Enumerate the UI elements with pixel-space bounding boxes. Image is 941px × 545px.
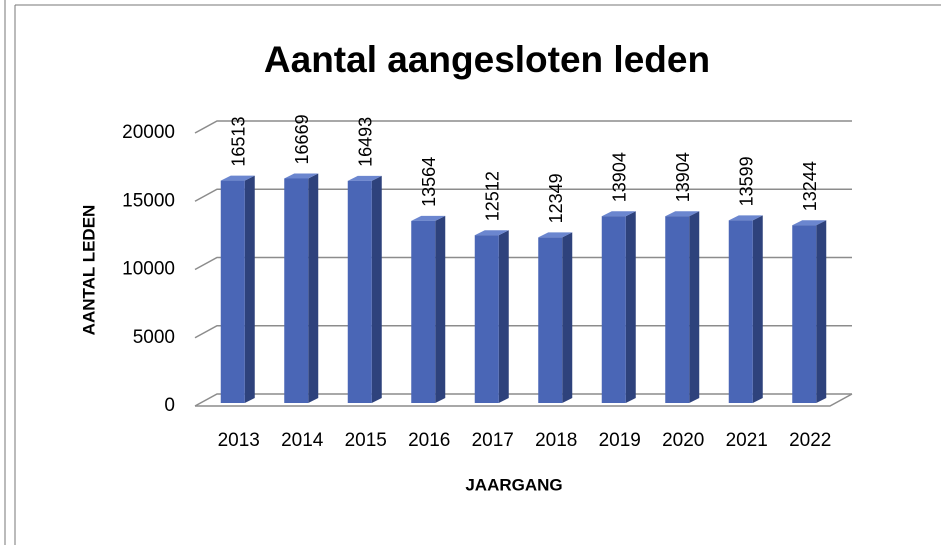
- x-tick-label: 2015: [345, 430, 387, 451]
- value-label: 12349: [546, 173, 566, 223]
- bar-top: [665, 211, 700, 217]
- bar-side: [689, 211, 700, 403]
- bar-top: [411, 215, 446, 221]
- bar: [728, 220, 753, 403]
- x-tick-label: 2017: [472, 430, 514, 451]
- bar-top: [601, 211, 636, 217]
- value-label: 12512: [483, 171, 503, 221]
- bar-top: [728, 215, 763, 221]
- bar: [538, 237, 563, 403]
- bar-side: [308, 173, 319, 403]
- bar-side: [371, 175, 382, 403]
- x-tick-label: 2022: [789, 430, 831, 451]
- bar-side: [244, 175, 255, 403]
- bar-side: [498, 230, 509, 403]
- floor-edge: [195, 393, 853, 407]
- bar-top: [347, 175, 382, 181]
- bar: [220, 180, 245, 403]
- bar-top: [220, 175, 255, 181]
- y-axis-title: AANTAL LEDEN: [79, 205, 98, 336]
- x-tick-label: 2021: [726, 430, 768, 451]
- bar: [284, 178, 309, 403]
- grid-line: [194, 325, 852, 339]
- value-label: 13904: [610, 152, 630, 202]
- value-label: 16493: [356, 117, 376, 167]
- y-tick-label: 15000: [122, 190, 175, 211]
- y-tick-label: 0: [164, 395, 175, 416]
- bar-side: [562, 232, 573, 403]
- bar: [601, 216, 626, 403]
- grid-line: [194, 188, 852, 202]
- bar: [474, 235, 499, 403]
- y-tick-label: 5000: [133, 327, 175, 348]
- bar: [411, 220, 436, 403]
- value-label: 13599: [737, 156, 757, 206]
- y-tick-label: 20000: [122, 122, 175, 143]
- bar-side: [625, 211, 636, 403]
- value-label: 16669: [292, 114, 312, 164]
- value-label: 13564: [419, 157, 439, 207]
- x-tick-label: 2018: [535, 430, 577, 451]
- value-label: 13244: [800, 161, 820, 211]
- bar-top: [792, 220, 827, 226]
- value-label: 16513: [229, 117, 249, 167]
- bar: [347, 180, 372, 403]
- y-tick-label: 10000: [122, 259, 175, 280]
- bar: [665, 216, 690, 403]
- x-tick-label: 2020: [662, 430, 704, 451]
- grid-line: [194, 393, 852, 407]
- grid-line: [194, 256, 852, 271]
- x-tick-label: 2013: [218, 430, 260, 451]
- bar-top: [538, 232, 573, 238]
- x-tick-label: 2019: [599, 430, 641, 451]
- bar-side: [752, 215, 763, 403]
- value-label: 13904: [673, 152, 693, 202]
- x-axis-title: JAARGANG: [465, 475, 562, 494]
- chart-title: Aantal aangesloten leden: [264, 39, 710, 80]
- bar-top: [474, 230, 509, 236]
- bar-side: [816, 220, 827, 403]
- grid-line: [194, 120, 852, 134]
- bar-side: [435, 215, 446, 403]
- x-tick-label: 2016: [408, 430, 450, 451]
- x-tick-label: 2014: [281, 430, 324, 451]
- bar: [792, 225, 817, 403]
- bar-top: [284, 173, 319, 179]
